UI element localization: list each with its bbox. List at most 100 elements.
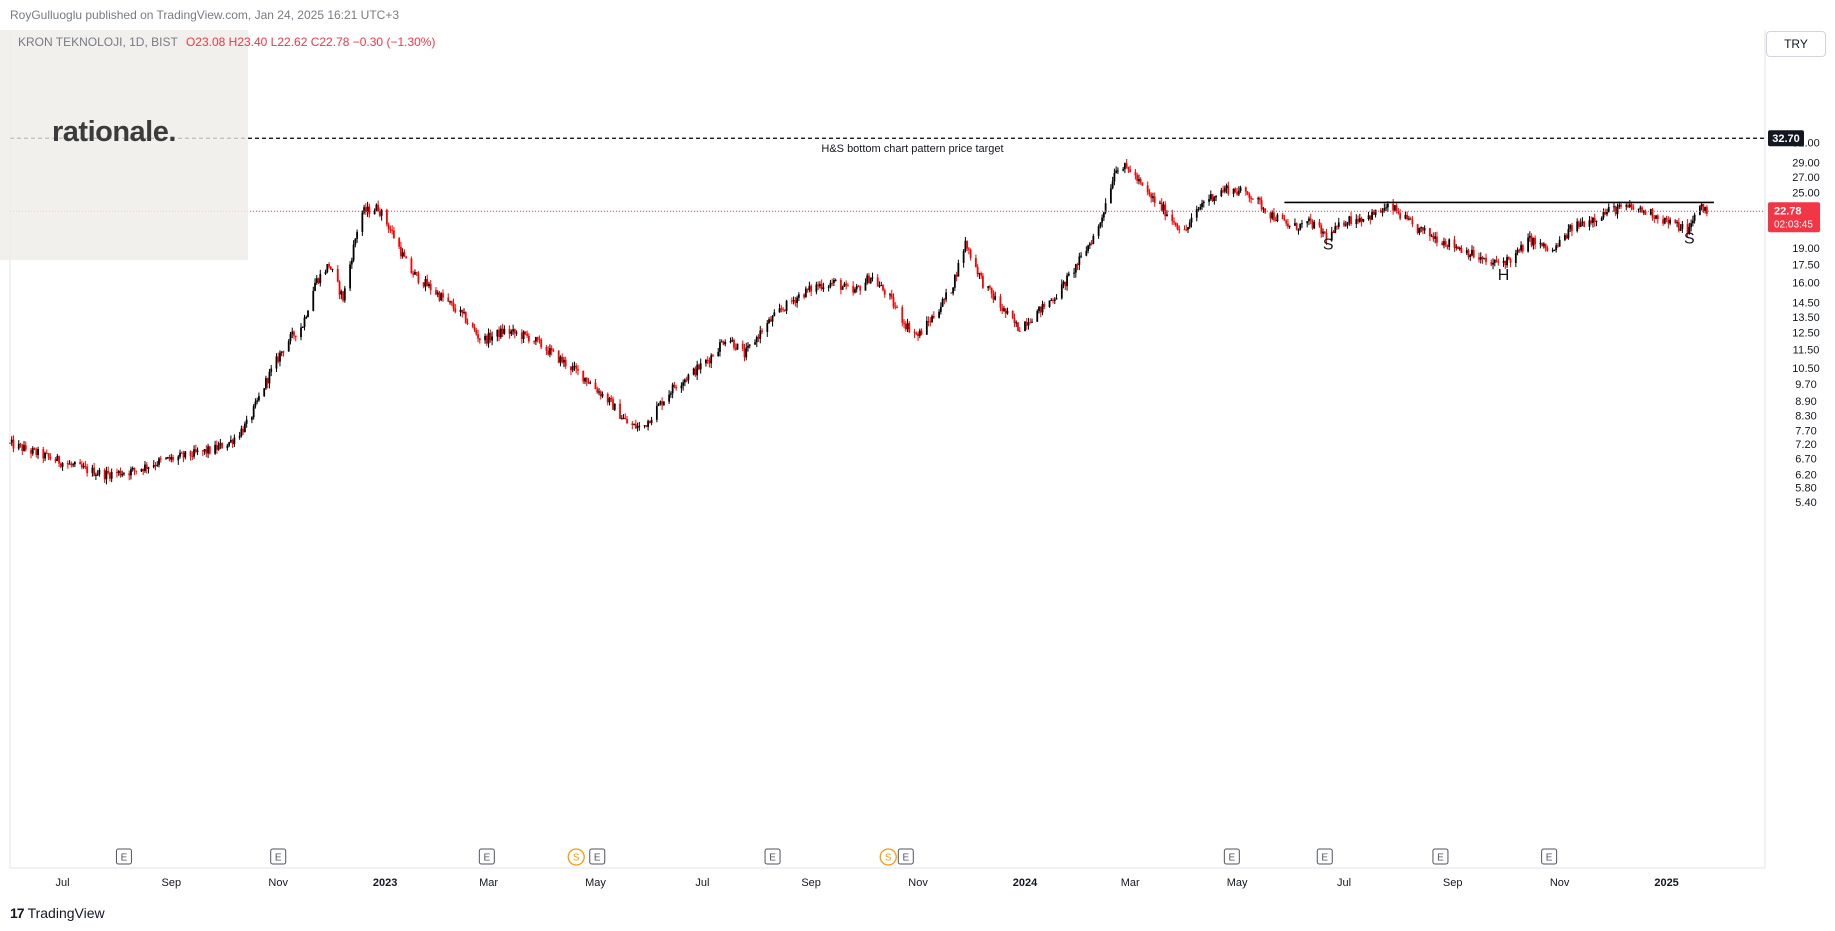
- candle-body: [17, 443, 20, 449]
- candle-body: [1404, 214, 1407, 219]
- candle-body: [1102, 212, 1105, 218]
- candle: [987, 286, 990, 291]
- candle: [722, 340, 725, 346]
- earnings-event-icon[interactable]: E: [1316, 848, 1333, 865]
- candle: [1663, 217, 1666, 225]
- candle: [804, 286, 807, 298]
- candle-body: [927, 320, 930, 322]
- candle: [989, 284, 991, 290]
- candle: [712, 353, 714, 357]
- earnings-event-icon[interactable]: E: [115, 848, 132, 865]
- candle: [1606, 208, 1608, 217]
- candle-body: [1276, 214, 1279, 221]
- candle-body: [1564, 235, 1566, 240]
- earnings-event-icon[interactable]: E: [589, 848, 606, 865]
- split-event-icon[interactable]: S: [879, 848, 897, 866]
- earnings-event-icon[interactable]: E: [1541, 848, 1558, 865]
- candle-body: [1264, 208, 1267, 213]
- candle: [1590, 216, 1593, 225]
- candle: [1502, 257, 1505, 267]
- candle-body: [808, 285, 811, 290]
- currency-button[interactable]: TRY: [1766, 31, 1826, 57]
- candle-body: [424, 278, 427, 287]
- candle: [557, 350, 560, 364]
- split-event-icon[interactable]: S: [567, 848, 585, 866]
- candle: [880, 281, 883, 287]
- tradingview-footer[interactable]: 17 TradingView: [10, 905, 105, 921]
- candle-body: [1544, 243, 1547, 248]
- candle-body: [1492, 263, 1494, 265]
- candle-body: [585, 377, 588, 383]
- candle: [1458, 246, 1461, 251]
- candle-body: [1704, 206, 1707, 211]
- candle: [1443, 237, 1445, 249]
- candle-body: [599, 391, 602, 397]
- candle: [354, 238, 357, 248]
- candle: [66, 460, 69, 469]
- candle-body: [1064, 281, 1067, 287]
- y-axis[interactable]: 32.0029.0027.0025.0023.0021.0019.0017.50…: [1768, 130, 1820, 509]
- earnings-event-icon[interactable]: E: [478, 848, 495, 865]
- candle-body: [1227, 185, 1230, 194]
- candle-body: [608, 397, 611, 403]
- candle-body: [1325, 232, 1328, 240]
- candle: [1311, 219, 1314, 230]
- candle-body: [796, 297, 798, 303]
- candle: [1159, 200, 1161, 205]
- candle-body: [307, 310, 309, 317]
- candle: [684, 378, 686, 387]
- candle: [866, 273, 869, 285]
- candle: [771, 315, 774, 327]
- candle-body: [319, 273, 322, 284]
- earnings-event-icon[interactable]: E: [897, 848, 914, 865]
- candle: [1700, 202, 1703, 211]
- earnings-event-icon[interactable]: E: [764, 848, 781, 865]
- candle: [734, 343, 737, 351]
- candle-body: [584, 377, 586, 382]
- candle: [503, 325, 506, 335]
- candle: [251, 416, 253, 424]
- candle-body: [354, 238, 357, 245]
- candle: [1273, 208, 1275, 222]
- candle: [1041, 300, 1044, 316]
- candle: [859, 285, 862, 295]
- earnings-event-icon[interactable]: E: [270, 848, 287, 865]
- earnings-event-icon[interactable]: E: [1223, 848, 1240, 865]
- candle-body: [1527, 237, 1529, 252]
- y-tick-label: 12.50: [1792, 328, 1820, 340]
- candle: [1348, 215, 1351, 226]
- candle: [882, 283, 884, 292]
- candle: [559, 355, 562, 367]
- earnings-event-icon[interactable]: E: [1432, 848, 1449, 865]
- candle: [831, 278, 834, 287]
- candle-body: [675, 386, 678, 389]
- candle: [496, 329, 499, 342]
- candle: [147, 466, 150, 474]
- candle-body: [189, 451, 192, 457]
- candle-body: [876, 277, 879, 287]
- candle: [855, 283, 858, 293]
- candle-body: [915, 333, 918, 335]
- candle: [634, 419, 637, 430]
- candle-body: [405, 256, 408, 259]
- candle-body: [1600, 217, 1603, 221]
- plot-area[interactable]: [10, 30, 1766, 868]
- candle: [1509, 257, 1512, 268]
- candle: [1288, 225, 1291, 229]
- candle: [1393, 204, 1396, 212]
- candle-body: [1178, 229, 1181, 231]
- candle: [708, 357, 711, 368]
- candle: [953, 274, 956, 292]
- candle-body: [177, 456, 180, 461]
- candle: [1211, 193, 1214, 203]
- candle: [966, 240, 969, 252]
- candle-body: [987, 286, 990, 288]
- candle: [207, 443, 209, 458]
- candle-body: [485, 336, 488, 344]
- candle: [1532, 237, 1535, 250]
- candle: [620, 414, 623, 420]
- candle: [1602, 208, 1605, 220]
- candle: [270, 364, 273, 377]
- x-axis[interactable]: Jul Sep Nov 2023 Mar May Jul Sep Nov 2024 Mar May Ju…: [56, 877, 1679, 889]
